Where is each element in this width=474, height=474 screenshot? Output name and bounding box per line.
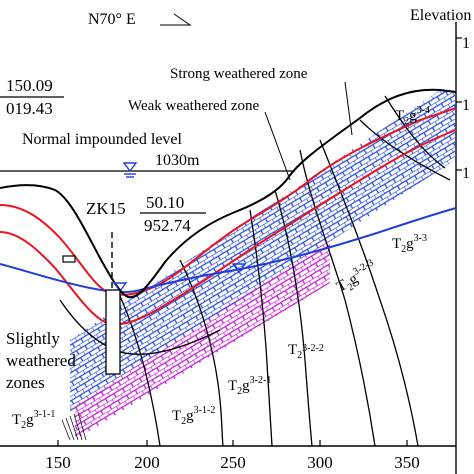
strong-weathered-boundary [0,107,457,296]
groundwater-line [0,207,457,294]
impounded-level-value: 1030m [155,152,200,169]
borehole-zk15-bottom: 952.74 [144,216,191,235]
slightly-weathered-label-2: weathered [6,351,76,370]
stratum-boundaries [119,95,451,447]
borehole-zk15-name: ZK15 [86,199,126,218]
water-level-symbol [122,162,138,178]
groundwater-symbol [112,263,247,293]
stratum-label: T2g3-2-1 [228,375,271,397]
hatched-bedrock-lines [61,411,87,441]
stratum-label: T2g3-2-3 [333,257,382,298]
x-tick-label: 350 [394,453,420,472]
borehole-left-bottom: 019.43 [6,99,53,118]
elevation-title: Elevation [410,7,471,24]
stratum-label: T23-2-2 [288,342,324,361]
x-tick-label: 200 [134,453,160,472]
weak-weathered-boundary [0,129,457,326]
direction-arrow-icon [160,13,192,26]
elevation-tick-label: 1 [462,35,470,52]
limestone-band-magenta [75,240,330,440]
slightly-weathered-label-1: Slightly [6,329,60,348]
direction-label: N70° E [88,11,136,28]
borehole-zk15-top: 50.10 [146,193,184,212]
x-axis-ticks [57,440,408,446]
borehole-left-marker [62,255,76,263]
stratum-label: T2g3-1-2 [172,405,215,427]
x-tick-label: 150 [45,453,71,472]
stratum-label: T2g3-3 [392,233,427,255]
limestone-band-blue [70,89,456,412]
impounded-level-label: Normal impounded level [22,131,183,148]
elevation-tick-label: 1 [462,97,470,114]
slightly-weathered-label-3: zones [6,373,45,392]
borehole-zk15 [105,289,121,375]
stratum-label: T2g3-1-1 [12,409,55,431]
weak-weathered-label: Weak weathered zone [128,98,260,114]
strong-weathered-label: Strong weathered zone [170,66,308,82]
x-tick-label: 300 [307,453,333,472]
stratum-label: T2g3-4 [395,105,430,127]
zone-leaders [264,81,353,181]
elevation-tick-label: 1 [462,165,470,182]
x-tick-label: 250 [220,453,246,472]
borehole-left-top: 150.09 [6,76,53,95]
